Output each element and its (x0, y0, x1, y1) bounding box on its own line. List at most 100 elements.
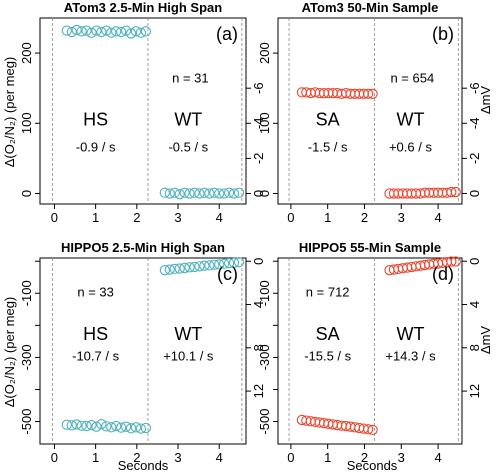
count-label: n = 31 (172, 71, 209, 86)
data-point (101, 25, 112, 36)
x-tick-label: 1 (324, 210, 331, 225)
data-point (140, 26, 152, 37)
data-point (76, 26, 87, 37)
data-point (363, 88, 374, 99)
right-tick-label: 12 (251, 384, 266, 398)
y-tick-label: 0 (19, 190, 34, 197)
panel-letter: (d) (432, 264, 454, 284)
data-point (164, 264, 175, 275)
data-point (101, 421, 112, 432)
data-point (450, 256, 461, 267)
data-point (204, 188, 215, 199)
panel-title: ATom3 2.5-Min High Span (64, 0, 222, 15)
segment-name: HS (83, 109, 108, 129)
x-tick-label: 4 (216, 210, 223, 225)
plot-frame (39, 257, 247, 445)
data-point (199, 187, 210, 198)
data-point (159, 265, 170, 276)
data-point (106, 422, 117, 433)
right-tick-label: 12 (467, 384, 482, 398)
right-tick-label: -2 (251, 153, 266, 165)
y-tick-label: -100 (257, 280, 272, 306)
data-point (233, 257, 245, 268)
panel-title: HIPPO5 55-Min Sample (299, 240, 441, 255)
y-tick-label: -300 (257, 344, 272, 370)
right-tick-label: -4 (467, 118, 482, 130)
data-point (120, 25, 132, 36)
data-point (96, 418, 107, 430)
data-point (169, 263, 180, 275)
data-point (209, 259, 220, 270)
data-point (71, 24, 82, 36)
x-tick-label: 4 (216, 450, 223, 465)
x-tick-label: 0 (287, 450, 294, 465)
data-point (96, 26, 107, 38)
x-tick-label: 3 (174, 450, 181, 465)
data-point (91, 421, 102, 432)
data-point (189, 187, 200, 198)
right-tick-label: 0 (467, 190, 482, 197)
right-tick-label: 0 (467, 258, 482, 265)
y-tick-label: -100 (19, 280, 34, 306)
data-point (71, 419, 82, 430)
y-tick-label: 100 (19, 112, 34, 134)
plot-frame (277, 17, 463, 205)
x-tick-label: 2 (361, 450, 368, 465)
data-point (179, 187, 190, 198)
y-tick-label: 100 (257, 112, 272, 134)
data-point (159, 187, 170, 198)
data-point (194, 261, 205, 272)
data-point (189, 261, 200, 273)
segment-rate: -1.5 / s (308, 139, 348, 154)
right-tick-label: 8 (251, 344, 266, 351)
data-point (184, 188, 195, 199)
data-point (363, 424, 374, 435)
right-tick-label: 0 (251, 190, 266, 197)
x-tick-label: 4 (434, 450, 441, 465)
x-tick-label: 3 (398, 450, 405, 465)
right-y-label-top: ΔmV (478, 86, 493, 115)
y-tick-label: -300 (19, 344, 34, 370)
panel-title: ATom3 50-Min Sample (302, 0, 439, 15)
data-point (66, 420, 77, 431)
x-tick-label: 1 (92, 210, 99, 225)
right-tick-label: -6 (467, 82, 482, 94)
data-point (219, 258, 230, 269)
data-point (174, 263, 185, 274)
x-tick-label: 2 (361, 210, 368, 225)
segment-rate: -0.9 / s (76, 139, 116, 154)
segment-name: WT (396, 324, 424, 344)
segment-name: WT (174, 109, 202, 129)
data-point (86, 27, 97, 38)
panel-title: HIPPO5 2.5-Min High Span (61, 240, 225, 255)
data-point (209, 187, 220, 198)
data-point (367, 88, 378, 99)
right-tick-label: 0 (251, 258, 266, 265)
x-tick-label: 0 (51, 450, 58, 465)
x-tick-label: 1 (92, 450, 99, 465)
segment-name: SA (316, 324, 340, 344)
data-point (130, 26, 142, 37)
x-tick-label: 3 (174, 210, 181, 225)
data-point (135, 423, 147, 434)
plot-frame (277, 257, 463, 445)
data-point (194, 188, 205, 199)
x-tick-label: 3 (398, 210, 405, 225)
data-point (174, 189, 185, 200)
x-tick-label: 2 (133, 450, 140, 465)
panel-1: ATom3 2.5-Min High Span 0 1 2 3 4 0 100 200 0 -2 -4… (19, 0, 266, 225)
panel-letter: (b) (432, 24, 454, 44)
segment-name: HS (83, 324, 108, 344)
x-tick-label: 2 (133, 210, 140, 225)
y-tick-label: 200 (257, 42, 272, 64)
right-tick-label: 4 (467, 301, 482, 308)
data-point (81, 25, 92, 36)
data-point (81, 420, 92, 432)
y-tick-label: 0 (257, 190, 272, 197)
data-point (125, 28, 137, 39)
x-axis-label-right: Seconds (347, 458, 398, 473)
segment-name: SA (316, 109, 340, 129)
data-point (233, 187, 245, 198)
